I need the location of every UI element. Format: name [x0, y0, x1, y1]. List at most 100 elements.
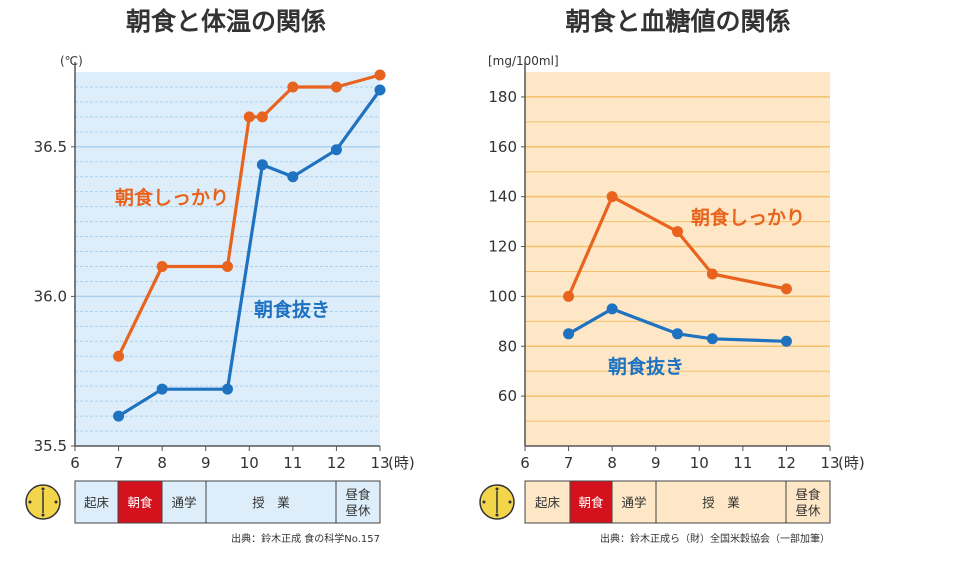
series-breakfast	[113, 69, 386, 362]
x-tick-label: 12	[327, 454, 346, 472]
y-tick-label: 100	[488, 287, 517, 305]
data-point	[780, 335, 792, 347]
y-tick-label: 36.0	[34, 287, 67, 305]
source-note: 出典：鈴木正成 食の科学No.157	[231, 532, 380, 545]
schedule-label: 通学	[171, 495, 196, 510]
schedule-cell	[611, 480, 657, 524]
x-tick-label: 11	[733, 454, 752, 472]
x-tick-label: 10	[240, 454, 259, 472]
schedule-label: 授 業	[252, 495, 290, 510]
data-point	[156, 383, 168, 395]
schedule-cell	[74, 480, 119, 524]
data-point	[113, 350, 125, 362]
schedule-label: 授 業	[702, 495, 740, 510]
schedule-label: 朝食	[578, 495, 604, 510]
series-no-breakfast	[563, 303, 792, 347]
schedule-cell	[205, 480, 337, 524]
data-point	[606, 303, 618, 315]
x-axis-unit: (時)	[838, 454, 865, 472]
data-point	[330, 144, 342, 156]
data-point	[374, 84, 386, 96]
data-point	[563, 290, 575, 302]
data-point	[243, 111, 255, 123]
data-point	[256, 111, 268, 123]
series-label: 朝食抜き	[254, 298, 330, 321]
clock-icon	[25, 484, 61, 520]
y-tick-label: 60	[498, 387, 517, 405]
schedule-bar: 起床 朝食 通学 授 業 昼食昼休	[524, 480, 831, 524]
x-tick-label: 7	[114, 454, 124, 472]
source-note: 出典：鈴木正成ら（財）全国米穀協会（一部加筆）	[600, 532, 830, 545]
y-tick-label: 36.5	[34, 138, 67, 156]
schedule-label: 昼食昼休	[345, 487, 371, 518]
data-point	[374, 69, 386, 81]
data-point	[287, 171, 299, 183]
series-label: 朝食しっかり	[115, 186, 229, 209]
x-tick-label: 11	[283, 454, 302, 472]
schedule-label: 朝食	[127, 495, 153, 510]
data-point	[156, 260, 168, 272]
gridlines	[525, 96, 830, 422]
data-point	[672, 328, 683, 340]
x-tick-label: 9	[651, 454, 661, 472]
clock-dot	[41, 513, 45, 517]
series-label: 朝食抜き	[608, 355, 684, 378]
data-point	[672, 226, 683, 238]
clock-dot	[495, 513, 499, 517]
data-point	[780, 283, 792, 295]
x-tick-label: 13	[820, 454, 839, 472]
x-tick-label: 8	[157, 454, 167, 472]
y-tick-label: 180	[488, 88, 517, 106]
data-point	[706, 333, 718, 345]
chart-title: 朝食と血糖値の関係	[565, 7, 790, 36]
schedule-cell	[569, 480, 613, 524]
y-tick-label: 80	[498, 337, 517, 355]
x-tick-label: 6	[70, 454, 80, 472]
x-tick-label: 9	[201, 454, 211, 472]
series-breakfast	[563, 191, 792, 302]
y-axis-unit: [mg/100ml]	[488, 54, 559, 68]
clock-dot	[28, 500, 32, 504]
data-point	[256, 159, 268, 171]
schedule-cell	[161, 480, 207, 524]
data-point	[113, 410, 125, 422]
chart-2: 朝食と血糖値の関係 [mg/100ml] 60 80 100 120 140 160 180 6 7…	[479, 7, 865, 545]
x-tick-label: 10	[690, 454, 709, 472]
data-point	[706, 268, 718, 280]
schedule-label: 通学	[621, 495, 646, 510]
y-axis-unit: (℃)	[60, 54, 83, 68]
schedule-bar: 起床 朝食 通学 授 業 昼食昼休	[74, 480, 381, 524]
data-point	[563, 328, 575, 340]
plot-background	[525, 72, 830, 446]
x-axis-unit: (時)	[388, 454, 415, 472]
x-tick-label: 6	[520, 454, 530, 472]
schedule-cell	[117, 480, 163, 524]
clock-icon	[479, 484, 515, 520]
schedule-label: 昼食昼休	[795, 487, 821, 518]
y-tick-label: 140	[488, 188, 517, 206]
x-tick-label: 7	[564, 454, 574, 472]
data-point	[606, 191, 618, 203]
series-no-breakfast	[113, 84, 386, 422]
x-tick-label: 8	[607, 454, 617, 472]
clock-dot	[482, 500, 486, 504]
schedule-label: 起床	[84, 495, 110, 510]
clock-dot	[508, 500, 512, 504]
clock-dot	[41, 487, 45, 491]
clock-dot	[54, 500, 58, 504]
schedule-cell	[335, 480, 381, 524]
data-point	[287, 81, 299, 93]
y-tick-label: 120	[488, 238, 517, 256]
data-point	[222, 383, 233, 395]
chart-1: 朝食と体温の関係 (℃) 35.5 36.0 36.5 6 7 8 9 10 11 12 13(時) 朝食…	[25, 7, 415, 545]
clock-dot	[495, 487, 499, 491]
chart-title: 朝食と体温の関係	[126, 7, 326, 36]
series-line	[117, 73, 381, 357]
schedule-cell	[785, 480, 831, 524]
data-point	[330, 81, 342, 93]
schedule-cell	[655, 480, 787, 524]
series-label: 朝食しっかり	[691, 206, 805, 229]
x-tick-label: 12	[777, 454, 796, 472]
data-point	[222, 260, 233, 272]
